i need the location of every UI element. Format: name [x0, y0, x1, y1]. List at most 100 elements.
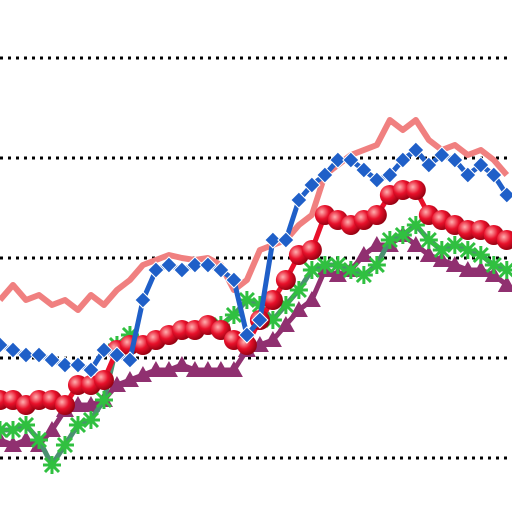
data-point	[172, 356, 191, 372]
data-point	[496, 230, 512, 250]
data-point	[458, 261, 477, 277]
data-point	[315, 256, 334, 274]
data-point	[94, 391, 113, 409]
data-point	[289, 281, 308, 299]
data-point	[133, 366, 152, 382]
data-point	[394, 151, 412, 169]
data-point	[419, 246, 438, 262]
data-point	[3, 421, 22, 439]
data-point	[93, 370, 114, 390]
data-point	[498, 186, 512, 204]
data-point	[301, 240, 322, 260]
data-point	[445, 236, 464, 254]
data-point	[198, 361, 217, 377]
data-point	[16, 416, 35, 434]
data-point	[316, 166, 334, 184]
data-point	[120, 326, 139, 344]
data-point	[342, 151, 360, 169]
data-point	[3, 436, 22, 452]
data-point	[472, 156, 490, 174]
data-point	[160, 256, 178, 274]
data-point	[212, 261, 230, 279]
data-point	[341, 261, 360, 279]
data-point	[303, 176, 321, 194]
data-point	[108, 346, 126, 364]
data-point	[459, 166, 477, 184]
data-point	[407, 141, 425, 159]
data-point	[354, 266, 373, 284]
data-point	[458, 241, 477, 259]
data-point	[185, 361, 204, 377]
data-point	[485, 166, 503, 184]
data-point	[147, 261, 165, 279]
data-point	[328, 256, 347, 274]
data-point	[16, 431, 35, 447]
series-line	[0, 117, 510, 313]
data-point	[302, 291, 321, 307]
data-point	[17, 346, 35, 364]
series-line	[0, 147, 509, 373]
data-point	[199, 256, 217, 274]
data-point	[56, 356, 74, 374]
data-point	[289, 301, 308, 317]
data-point	[277, 231, 295, 249]
data-point	[29, 431, 48, 449]
data-point	[81, 396, 100, 412]
data-point	[275, 270, 296, 290]
data-point	[446, 151, 464, 169]
data-point	[43, 351, 61, 369]
data-point	[420, 156, 438, 174]
data-point	[186, 256, 204, 274]
data-point	[484, 256, 503, 274]
data-point	[224, 306, 243, 324]
data-point	[107, 376, 126, 392]
data-point	[225, 271, 243, 289]
data-point	[263, 311, 282, 329]
data-point	[262, 290, 283, 310]
data-point	[433, 146, 451, 164]
data-point	[393, 226, 412, 244]
data-point	[237, 291, 256, 309]
data-point	[146, 361, 165, 377]
data-point	[173, 261, 191, 279]
data-point	[69, 356, 87, 374]
data-point	[366, 205, 387, 225]
data-point	[405, 180, 426, 200]
data-point	[30, 346, 48, 364]
data-point	[264, 231, 282, 249]
data-point	[42, 421, 61, 437]
data-point	[432, 241, 451, 259]
data-point	[406, 236, 425, 252]
data-point	[211, 361, 230, 377]
data-point	[276, 316, 295, 332]
data-point	[354, 246, 373, 262]
data-point	[82, 361, 100, 379]
data-point	[55, 436, 74, 454]
data-point	[445, 256, 464, 272]
data-point	[497, 261, 512, 279]
data-point	[380, 231, 399, 249]
data-point	[367, 256, 386, 274]
data-point	[290, 191, 308, 209]
data-point	[4, 341, 22, 359]
data-point	[406, 216, 425, 234]
data-point	[54, 395, 75, 415]
data-point	[471, 246, 490, 264]
data-point	[121, 351, 139, 369]
data-point	[263, 331, 282, 347]
data-point	[120, 371, 139, 387]
data-point	[159, 361, 178, 377]
data-point	[134, 291, 152, 309]
data-point	[471, 261, 490, 277]
data-point	[329, 151, 347, 169]
data-point	[224, 361, 243, 377]
data-point	[302, 261, 321, 279]
data-point	[276, 296, 295, 314]
data-point	[419, 231, 438, 249]
data-point	[68, 416, 87, 434]
data-point	[355, 161, 373, 179]
data-point	[0, 336, 9, 354]
data-point	[251, 311, 269, 329]
data-point	[81, 411, 100, 429]
